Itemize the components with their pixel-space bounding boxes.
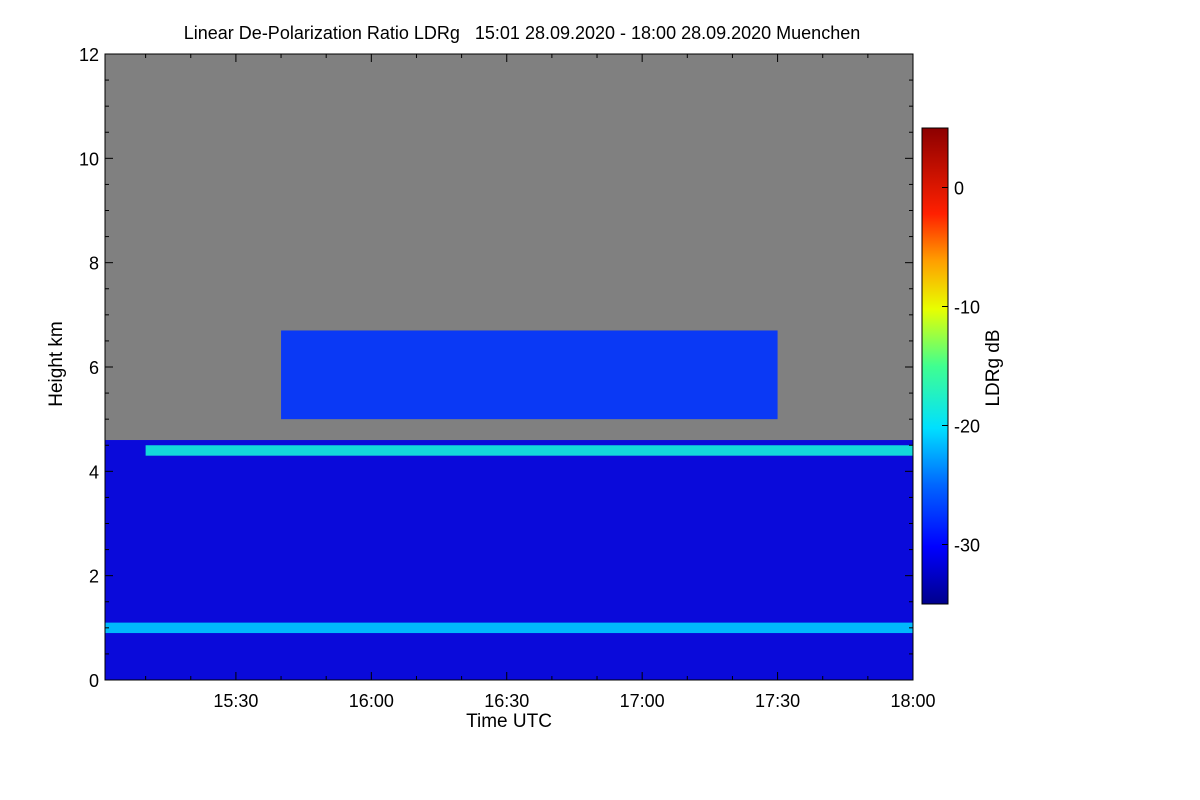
y-tick-label: 8 bbox=[89, 254, 99, 274]
y-tick-label: 0 bbox=[89, 671, 99, 691]
colorbar bbox=[921, 127, 949, 605]
colorbar-label: LDRg dB bbox=[983, 329, 1004, 406]
x-axis-label: Time UTC bbox=[466, 711, 552, 732]
y-tick-label: 6 bbox=[89, 358, 99, 378]
x-tick-label: 15:30 bbox=[213, 691, 258, 711]
heatmap-feature bbox=[105, 440, 913, 680]
ldr-heatmap bbox=[105, 330, 913, 680]
colorbar-tick-label: -30 bbox=[954, 536, 980, 556]
heatmap-feature bbox=[145, 445, 913, 456]
x-tick-label: 16:00 bbox=[349, 691, 394, 711]
y-tick-label: 2 bbox=[89, 567, 99, 587]
colorbar-tick-label: 0 bbox=[954, 179, 964, 199]
colorbar-tick-label: -10 bbox=[954, 298, 980, 318]
chart-title: Linear De-Polarization Ratio LDRg 15:01 … bbox=[184, 23, 860, 43]
colorbar-tick-label: -20 bbox=[954, 417, 980, 437]
heatmap-feature bbox=[105, 622, 913, 634]
heatmap-feature bbox=[281, 330, 778, 420]
x-tick-label: 17:00 bbox=[620, 691, 665, 711]
y-axis-label: Height km bbox=[46, 321, 67, 407]
x-axis-ticks: 15:30 16:00 16:30 17:00 17:30 18:00 bbox=[145, 54, 936, 711]
y-tick-label: 12 bbox=[79, 45, 99, 65]
x-tick-label: 17:30 bbox=[755, 691, 800, 711]
y-tick-label: 4 bbox=[89, 462, 99, 482]
y-axis-ticks: 0 2 4 6 8 10 12 bbox=[79, 45, 913, 691]
colorbar-ticks: 0 -10 -20 -30 bbox=[942, 179, 980, 556]
x-tick-label: 16:30 bbox=[484, 691, 529, 711]
x-tick-label: 18:00 bbox=[890, 691, 935, 711]
y-tick-label: 10 bbox=[79, 149, 99, 169]
